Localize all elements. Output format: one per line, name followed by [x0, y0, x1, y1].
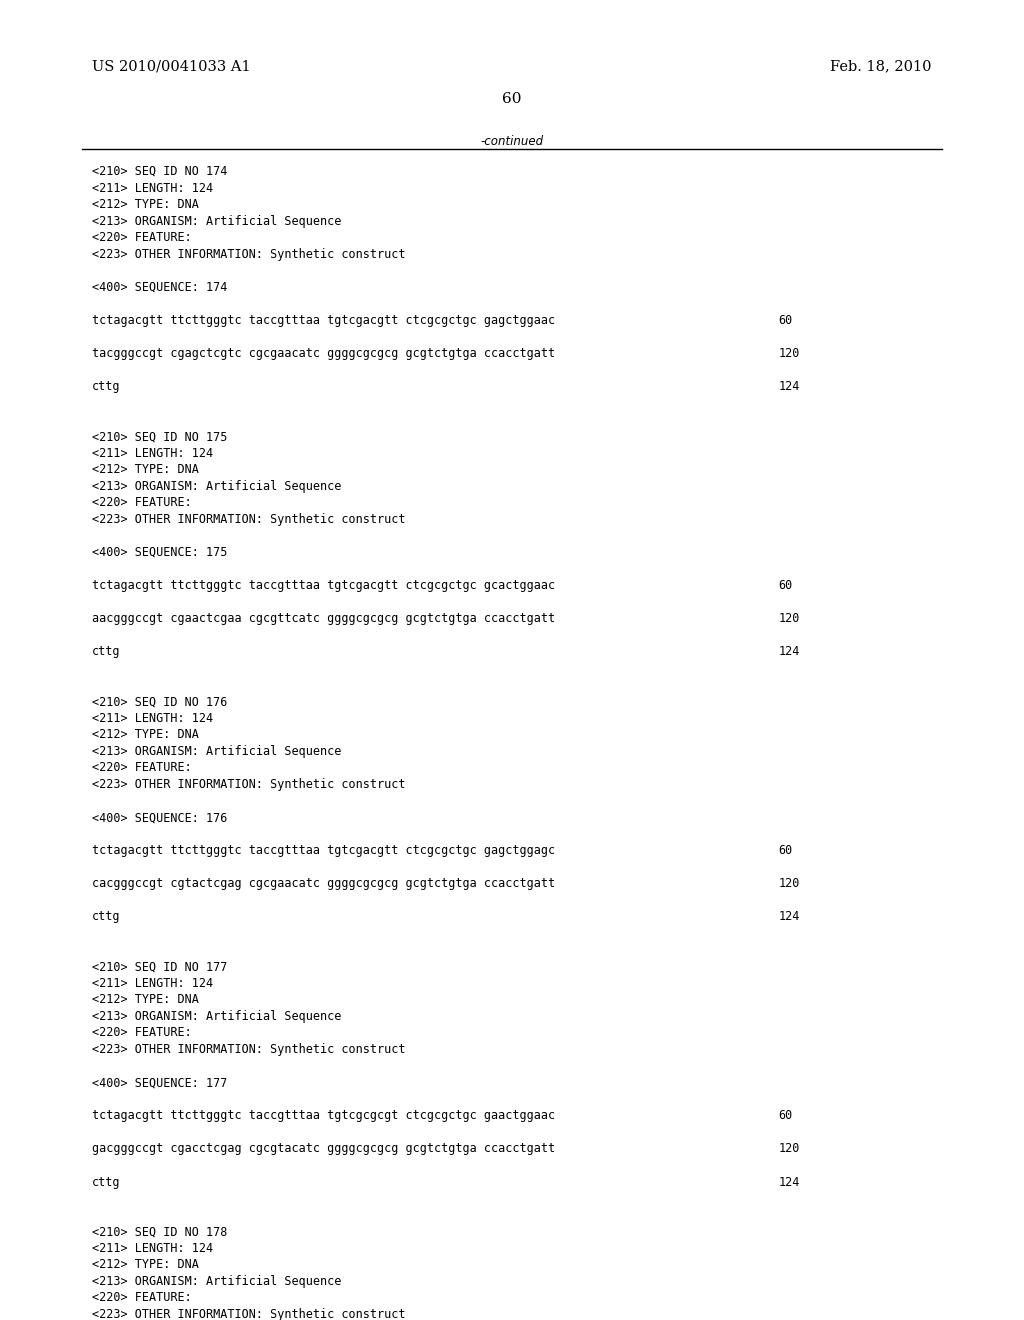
Text: <211> LENGTH: 124: <211> LENGTH: 124 — [92, 446, 213, 459]
Text: <210> SEQ ID NO 175: <210> SEQ ID NO 175 — [92, 430, 227, 444]
Text: 120: 120 — [778, 347, 800, 360]
Text: 124: 124 — [778, 380, 800, 393]
Text: <212> TYPE: DNA: <212> TYPE: DNA — [92, 993, 199, 1006]
Text: cttg: cttg — [92, 1176, 121, 1188]
Text: 120: 120 — [778, 878, 800, 890]
Text: US 2010/0041033 A1: US 2010/0041033 A1 — [92, 59, 251, 74]
Text: 60: 60 — [778, 845, 793, 857]
Text: <210> SEQ ID NO 177: <210> SEQ ID NO 177 — [92, 960, 227, 973]
Text: <211> LENGTH: 124: <211> LENGTH: 124 — [92, 711, 213, 725]
Text: cttg: cttg — [92, 380, 121, 393]
Text: <400> SEQUENCE: 177: <400> SEQUENCE: 177 — [92, 1076, 227, 1089]
Text: 124: 124 — [778, 645, 800, 659]
Text: cttg: cttg — [92, 645, 121, 659]
Text: gacgggccgt cgacctcgag cgcgtacatc ggggcgcgcg gcgtctgtga ccacctgatt: gacgggccgt cgacctcgag cgcgtacatc ggggcgc… — [92, 1142, 555, 1155]
Text: <220> FEATURE:: <220> FEATURE: — [92, 496, 191, 510]
Text: <223> OTHER INFORMATION: Synthetic construct: <223> OTHER INFORMATION: Synthetic const… — [92, 1308, 406, 1320]
Text: <400> SEQUENCE: 175: <400> SEQUENCE: 175 — [92, 546, 227, 558]
Text: aacgggccgt cgaactcgaa cgcgttcatc ggggcgcgcg gcgtctgtga ccacctgatt: aacgggccgt cgaactcgaa cgcgttcatc ggggcgc… — [92, 612, 555, 626]
Text: <400> SEQUENCE: 174: <400> SEQUENCE: 174 — [92, 281, 227, 294]
Text: 124: 124 — [778, 1176, 800, 1188]
Text: <210> SEQ ID NO 178: <210> SEQ ID NO 178 — [92, 1225, 227, 1238]
Text: <212> TYPE: DNA: <212> TYPE: DNA — [92, 1258, 199, 1271]
Text: tacgggccgt cgagctcgtc cgcgaacatc ggggcgcgcg gcgtctgtga ccacctgatt: tacgggccgt cgagctcgtc cgcgaacatc ggggcgc… — [92, 347, 555, 360]
Text: <223> OTHER INFORMATION: Synthetic construct: <223> OTHER INFORMATION: Synthetic const… — [92, 513, 406, 525]
Text: 60: 60 — [502, 92, 522, 107]
Text: <211> LENGTH: 124: <211> LENGTH: 124 — [92, 977, 213, 990]
Text: <220> FEATURE:: <220> FEATURE: — [92, 231, 191, 244]
Text: <213> ORGANISM: Artificial Sequence: <213> ORGANISM: Artificial Sequence — [92, 479, 342, 492]
Text: <210> SEQ ID NO 174: <210> SEQ ID NO 174 — [92, 165, 227, 178]
Text: cttg: cttg — [92, 911, 121, 924]
Text: -continued: -continued — [480, 135, 544, 148]
Text: tctagacgtt ttcttgggtc taccgtttaa tgtcgcgcgt ctcgcgctgc gaactggaac: tctagacgtt ttcttgggtc taccgtttaa tgtcgcg… — [92, 1109, 555, 1122]
Text: Feb. 18, 2010: Feb. 18, 2010 — [830, 59, 932, 74]
Text: cacgggccgt cgtactcgag cgcgaacatc ggggcgcgcg gcgtctgtga ccacctgatt: cacgggccgt cgtactcgag cgcgaacatc ggggcgc… — [92, 878, 555, 890]
Text: <220> FEATURE:: <220> FEATURE: — [92, 1027, 191, 1039]
Text: 60: 60 — [778, 314, 793, 327]
Text: <212> TYPE: DNA: <212> TYPE: DNA — [92, 198, 199, 211]
Text: <211> LENGTH: 124: <211> LENGTH: 124 — [92, 182, 213, 194]
Text: <223> OTHER INFORMATION: Synthetic construct: <223> OTHER INFORMATION: Synthetic const… — [92, 248, 406, 261]
Text: 60: 60 — [778, 1109, 793, 1122]
Text: <212> TYPE: DNA: <212> TYPE: DNA — [92, 463, 199, 477]
Text: <400> SEQUENCE: 176: <400> SEQUENCE: 176 — [92, 810, 227, 824]
Text: <220> FEATURE:: <220> FEATURE: — [92, 1291, 191, 1304]
Text: <210> SEQ ID NO 176: <210> SEQ ID NO 176 — [92, 696, 227, 708]
Text: 120: 120 — [778, 1142, 800, 1155]
Text: tctagacgtt ttcttgggtc taccgtttaa tgtcgacgtt ctcgcgctgc gagctggaac: tctagacgtt ttcttgggtc taccgtttaa tgtcgac… — [92, 314, 555, 327]
Text: <223> OTHER INFORMATION: Synthetic construct: <223> OTHER INFORMATION: Synthetic const… — [92, 1043, 406, 1056]
Text: <213> ORGANISM: Artificial Sequence: <213> ORGANISM: Artificial Sequence — [92, 215, 342, 227]
Text: <213> ORGANISM: Artificial Sequence: <213> ORGANISM: Artificial Sequence — [92, 744, 342, 758]
Text: 120: 120 — [778, 612, 800, 626]
Text: <223> OTHER INFORMATION: Synthetic construct: <223> OTHER INFORMATION: Synthetic const… — [92, 777, 406, 791]
Text: <211> LENGTH: 124: <211> LENGTH: 124 — [92, 1242, 213, 1255]
Text: 60: 60 — [778, 579, 793, 593]
Text: <213> ORGANISM: Artificial Sequence: <213> ORGANISM: Artificial Sequence — [92, 1010, 342, 1023]
Text: 124: 124 — [778, 911, 800, 924]
Text: <220> FEATURE:: <220> FEATURE: — [92, 762, 191, 775]
Text: tctagacgtt ttcttgggtc taccgtttaa tgtcgacgtt ctcgcgctgc gagctggagc: tctagacgtt ttcttgggtc taccgtttaa tgtcgac… — [92, 845, 555, 857]
Text: <212> TYPE: DNA: <212> TYPE: DNA — [92, 729, 199, 742]
Text: tctagacgtt ttcttgggtc taccgtttaa tgtcgacgtt ctcgcgctgc gcactggaac: tctagacgtt ttcttgggtc taccgtttaa tgtcgac… — [92, 579, 555, 593]
Text: <213> ORGANISM: Artificial Sequence: <213> ORGANISM: Artificial Sequence — [92, 1275, 342, 1288]
